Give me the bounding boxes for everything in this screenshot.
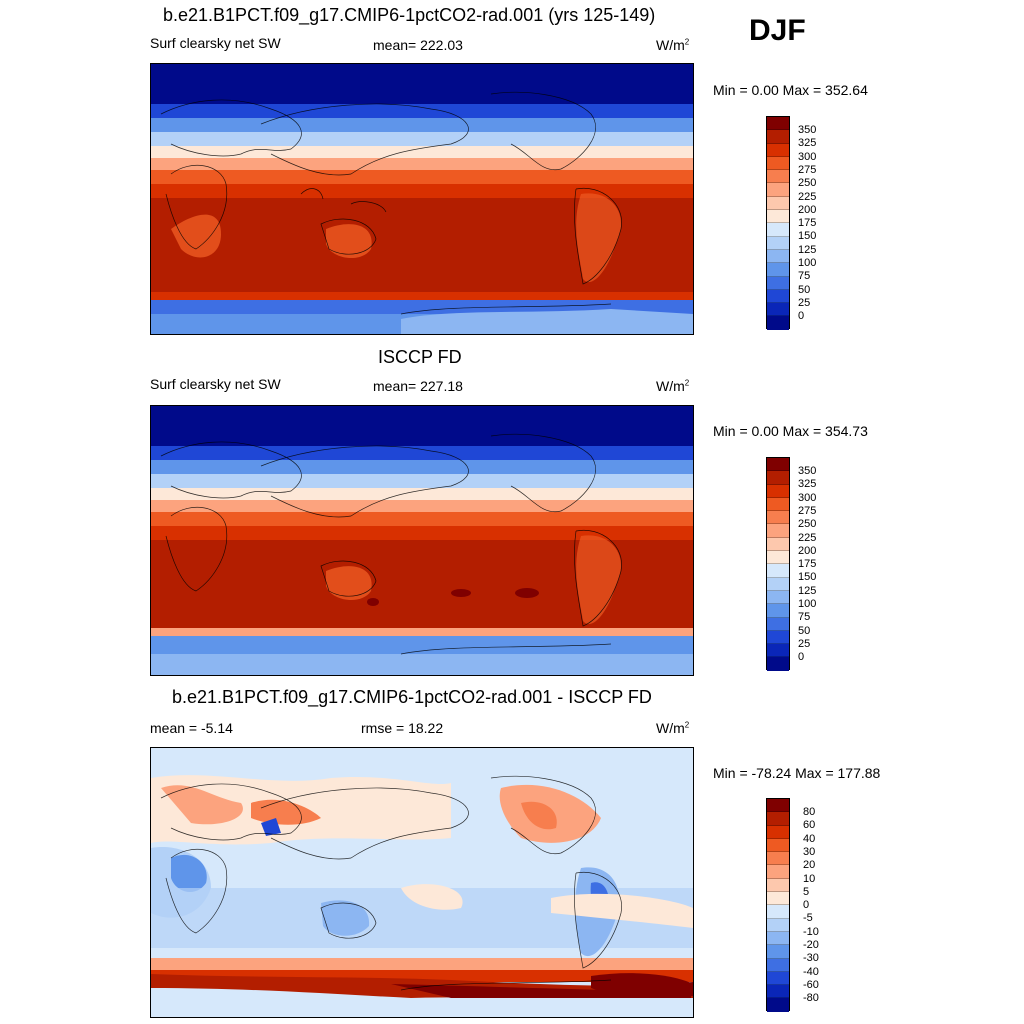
panel1-title: b.e21.B1PCT.f09_g17.CMIP6-1pctCO2-rad.00…: [163, 5, 656, 25]
panel1-left-label: Surf clearsky net SW: [150, 35, 281, 51]
cbar-tick: 20: [803, 859, 816, 872]
cbar-tick: 350: [798, 465, 817, 477]
cbar-tick: 325: [798, 478, 817, 491]
panel3-rmse: rmse = 18.22: [361, 720, 444, 736]
panel1-map: [150, 63, 694, 335]
cbar-tick: 150: [798, 571, 817, 584]
cbar-tick: 30: [803, 845, 816, 858]
panel3-title: b.e21.B1PCT.f09_g17.CMIP6-1pctCO2-rad.00…: [172, 687, 652, 707]
panel1-mean: mean= 222.03: [373, 37, 463, 53]
cbar-tick: 175: [798, 558, 817, 571]
panel2-colorbar: [766, 457, 790, 671]
panel1-minmax: Min = 0.00 Max = 352.64: [713, 82, 868, 98]
cbar-tick: 250: [798, 518, 817, 531]
cbar-tick: 200: [798, 544, 817, 557]
cbar-tick: 0: [803, 899, 810, 912]
cbar-tick: 325: [798, 137, 817, 150]
cbar-tick: 200: [798, 203, 817, 216]
cbar-tick: 10: [803, 872, 816, 885]
cbar-tick: 300: [798, 491, 817, 504]
cbar-tick: 125: [798, 584, 817, 597]
panel2-unit: W/m2: [656, 378, 690, 394]
cbar-tick: -60: [803, 978, 819, 991]
cbar-tick: -5: [803, 912, 813, 925]
cbar-tick: 250: [798, 177, 817, 190]
cbar-tick: 350: [798, 124, 817, 136]
cbar-tick: 150: [798, 230, 817, 243]
cbar-tick: 25: [798, 637, 811, 650]
panel2-map: [150, 405, 694, 676]
cbar-tick: -20: [803, 939, 819, 951]
cbar-tick: -10: [803, 925, 819, 938]
panel3-colorbar: [766, 798, 790, 1012]
cbar-tick: 75: [798, 611, 811, 624]
cbar-tick: 60: [803, 819, 816, 832]
panel2-mean: mean= 227.18: [373, 378, 463, 394]
cbar-tick: 0: [798, 310, 805, 323]
panel1-unit: W/m2: [656, 37, 690, 53]
panel2-left-label: Surf clearsky net SW: [150, 376, 281, 392]
cbar-tick: 40: [803, 832, 816, 845]
cbar-tick: 225: [798, 531, 817, 544]
panel3-minmax: Min = -78.24 Max = 177.88: [713, 765, 881, 781]
panel1-colorbar: [766, 116, 790, 330]
cbar-tick: -40: [803, 965, 819, 978]
cbar-tick: -80: [803, 992, 819, 1005]
cbar-tick: 75: [798, 270, 811, 283]
cbar-tick: 80: [803, 806, 816, 818]
cbar-tick: 5: [803, 885, 810, 898]
cbar-tick: 275: [798, 504, 817, 517]
cbar-tick: 100: [798, 598, 817, 610]
cbar-tick: 100: [798, 257, 817, 269]
panel3-map: [150, 747, 694, 1018]
panel2-minmax: Min = 0.00 Max = 354.73: [713, 423, 868, 439]
cbar-tick: -30: [803, 952, 819, 965]
cbar-tick: 300: [798, 150, 817, 163]
panel2-title: ISCCP FD: [378, 347, 462, 367]
cbar-tick: 25: [798, 296, 811, 309]
cbar-tick: 225: [798, 190, 817, 203]
panel3-mean: mean = -5.14: [150, 720, 233, 736]
cbar-tick: 0: [798, 651, 805, 664]
panel3-unit: W/m2: [656, 720, 690, 736]
cbar-tick: 50: [798, 624, 811, 637]
cbar-tick: 125: [798, 243, 817, 256]
season-label: DJF: [749, 14, 806, 47]
cbar-tick: 50: [798, 283, 811, 296]
cbar-tick: 275: [798, 163, 817, 176]
cbar-tick: 175: [798, 217, 817, 230]
